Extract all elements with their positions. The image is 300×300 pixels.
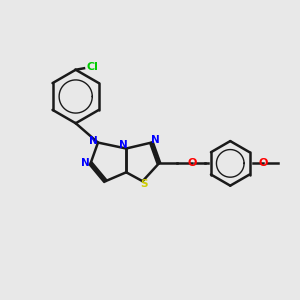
- Text: O: O: [259, 158, 268, 168]
- Text: N: N: [89, 136, 98, 146]
- Text: N: N: [151, 135, 159, 145]
- Text: O: O: [187, 158, 196, 168]
- Text: Cl: Cl: [86, 62, 98, 72]
- Text: S: S: [140, 178, 148, 189]
- Text: N: N: [119, 140, 128, 150]
- Text: N: N: [81, 158, 90, 168]
